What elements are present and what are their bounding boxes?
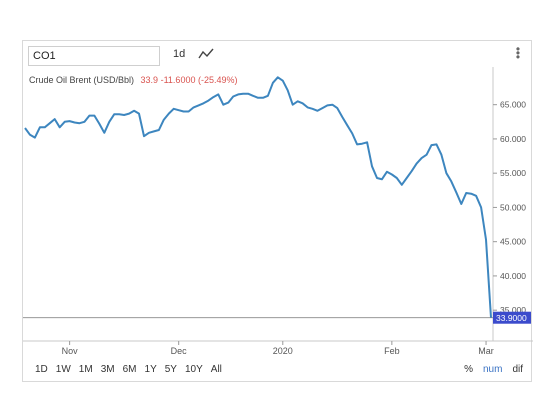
price-line (24, 76, 492, 318)
range-button-all[interactable]: All (210, 364, 222, 375)
series-legend: Crude Oil Brent (USD/Bbl) 33.9 -11.6000 … (29, 75, 238, 85)
range-selector: 1D 1W 1M 3M 6M 1Y 5Y 10Y All (35, 364, 230, 375)
legend-series-name: Crude Oil Brent (USD/Bbl) (29, 75, 135, 85)
legend-change-pct: (-25.49%) (197, 75, 238, 85)
range-button-10y[interactable]: 10Y (184, 364, 203, 375)
range-button-5y[interactable]: 5Y (164, 364, 177, 375)
mode-button-num[interactable]: num (482, 364, 503, 375)
price-chart[interactable]: 35.000 40.000 45.000 50.000 55.000 60.000 65.0… (23, 41, 533, 383)
range-button-1y[interactable]: 1Y (144, 364, 157, 375)
y-tick-label: 45.000 (500, 237, 526, 247)
y-tick-label: 35.000 (500, 305, 526, 315)
x-tick-label: Mar (478, 346, 494, 356)
x-tick-label: 2020 (273, 346, 293, 356)
range-button-1d[interactable]: 1D (35, 364, 48, 375)
range-button-3m[interactable]: 3M (100, 364, 115, 375)
y-tick-label: 60.000 (500, 134, 526, 144)
range-button-6m[interactable]: 6M (122, 364, 137, 375)
legend-last-value: 33.9 (140, 75, 159, 85)
line-chart-icon[interactable] (198, 47, 214, 61)
legend-change: -11.6000 (160, 75, 196, 85)
y-tick-label: 40.000 (500, 271, 526, 281)
mode-button-percent[interactable]: % (464, 364, 473, 375)
x-tick-label: Feb (384, 346, 400, 356)
range-button-1w[interactable]: 1W (55, 364, 71, 375)
last-price-badge (493, 311, 531, 324)
x-tick-label: Nov (62, 346, 79, 356)
interval-selector[interactable]: 1d (173, 48, 186, 60)
x-tick-label: Dec (171, 346, 188, 356)
y-tick-label: 65.000 (500, 100, 526, 110)
y-tick-label: 55.000 (500, 168, 526, 178)
more-vertical-icon[interactable]: • • • (515, 42, 521, 64)
chart-widget: CO1 1d • • • Crude Oil Brent (USD/Bbl) 33.… (22, 40, 533, 383)
symbol-input[interactable]: CO1 (28, 46, 160, 66)
last-price-label: 33.9000 (496, 313, 527, 323)
y-tick-label: 50.000 (500, 202, 526, 212)
mode-button-dif[interactable]: dif (512, 364, 523, 375)
legend-values: 33.9 -11.6000 (-25.49%) (141, 75, 238, 85)
range-button-1m[interactable]: 1M (78, 364, 93, 375)
chart-toolbar: CO1 1d • • • (23, 41, 531, 71)
mode-selector: % num dif (454, 364, 523, 375)
